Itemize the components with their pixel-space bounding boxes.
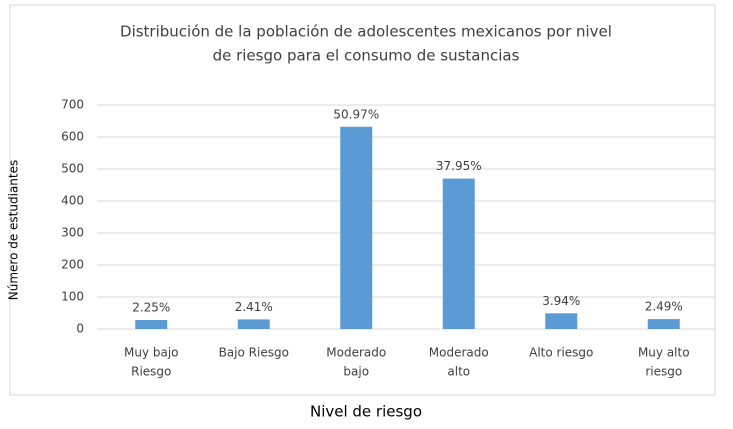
data-label: 2.49%: [645, 300, 683, 314]
x-tick-label: alto: [447, 365, 470, 379]
bar: [442, 178, 475, 329]
y-tick-label: 0: [76, 322, 84, 336]
y-tick-label: 700: [61, 98, 84, 112]
chart-title: Distribución de la población de adolesce…: [120, 23, 612, 41]
y-tick-label: 300: [61, 226, 84, 240]
y-axis-title: Número de estudiantes: [7, 160, 21, 301]
y-tick-label: 200: [61, 258, 84, 272]
x-tick-label: Riesgo: [131, 365, 171, 379]
y-tick-label: 100: [61, 290, 84, 304]
x-tick-label: bajo: [343, 365, 369, 379]
y-tick-label: 400: [61, 194, 84, 208]
data-label: 2.41%: [235, 300, 273, 314]
data-label: 3.94%: [542, 294, 580, 308]
y-tick-label: 600: [61, 130, 84, 144]
data-label: 50.97%: [333, 107, 379, 121]
bar: [340, 126, 373, 329]
x-tick-label: Muy alto: [638, 346, 690, 360]
x-tick-label: Alto riesgo: [529, 346, 593, 360]
data-label: 37.95%: [436, 159, 482, 173]
y-tick-label: 500: [61, 162, 84, 176]
x-tick-label: Moderado: [326, 346, 386, 360]
x-tick-label: Bajo Riesgo: [219, 346, 289, 360]
bar: [135, 320, 168, 329]
x-axis-title: Nivel de riesgo: [310, 403, 422, 421]
chart-title: de riesgo para el consumo de sustancias: [213, 47, 520, 65]
x-tick-label: Muy bajo: [124, 346, 179, 360]
bar: [647, 319, 680, 329]
x-tick-label: riesgo: [645, 365, 682, 379]
bar: [237, 319, 270, 329]
bar: [545, 313, 578, 329]
x-tick-label: Moderado: [429, 346, 489, 360]
data-label: 2.25%: [132, 301, 170, 315]
